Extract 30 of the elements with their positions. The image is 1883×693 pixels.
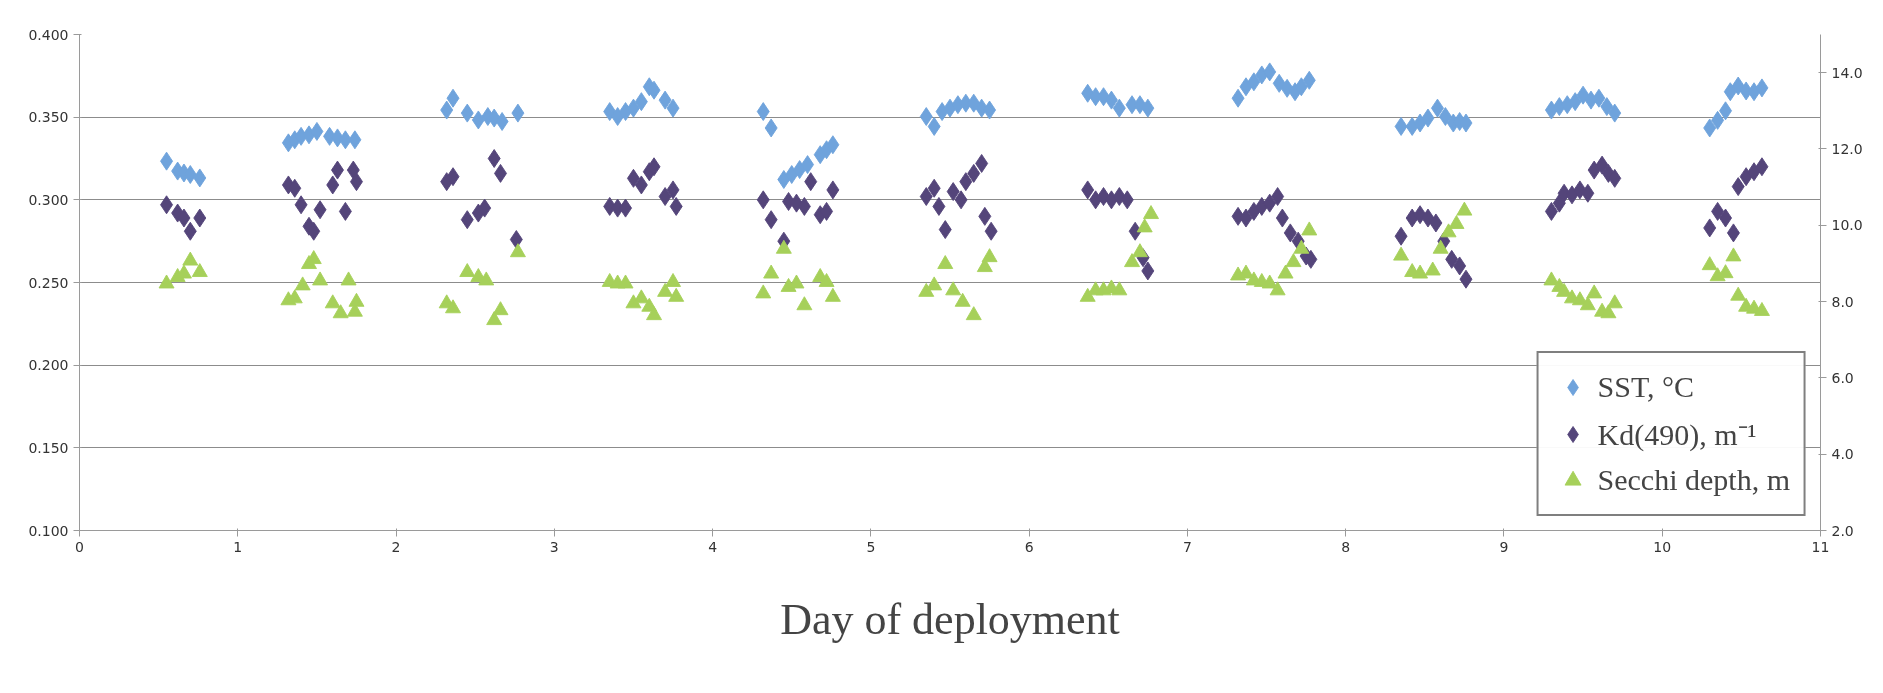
y-tick-label: 0.200 bbox=[28, 357, 69, 374]
y-tick-label: 0.300 bbox=[28, 191, 69, 208]
y2-tick-label: 14.0 bbox=[1831, 64, 1863, 81]
x-tick-label: 8 bbox=[1341, 538, 1351, 555]
y2-tick-label: 6.0 bbox=[1831, 369, 1854, 386]
legend-label: Secchi depth, m bbox=[1597, 463, 1790, 497]
x-tick-label: 2 bbox=[391, 538, 401, 555]
x-tick-label: 10 bbox=[1653, 538, 1672, 555]
x-tick-label: 1 bbox=[233, 538, 243, 555]
x-axis-title: Day of deployment bbox=[780, 594, 1120, 644]
x-tick-label: 3 bbox=[549, 538, 559, 555]
y2-tick-label: 10.0 bbox=[1831, 217, 1863, 234]
y2-tick-label: 12.0 bbox=[1831, 140, 1863, 157]
y-tick-label: 0.400 bbox=[28, 26, 69, 43]
legend-label: Kd(490), m⁻¹ bbox=[1597, 417, 1757, 453]
y2-tick-label: 2.0 bbox=[1831, 522, 1854, 539]
y-tick-label: 0.100 bbox=[28, 522, 69, 539]
x-tick-label: 5 bbox=[866, 538, 876, 555]
x-tick-label: 4 bbox=[708, 538, 718, 555]
y-tick-label: 0.350 bbox=[28, 109, 69, 126]
x-tick-label: 6 bbox=[1024, 538, 1034, 555]
x-tick-label: 11 bbox=[1811, 538, 1830, 555]
y2-tick-label: 8.0 bbox=[1831, 293, 1854, 310]
legend-label: SST, °C bbox=[1597, 370, 1695, 404]
y2-tick-label: 4.0 bbox=[1831, 446, 1854, 463]
y-tick-label: 0.250 bbox=[28, 274, 69, 291]
y-tick-label: 0.150 bbox=[28, 439, 69, 456]
x-tick-label: 9 bbox=[1499, 538, 1509, 555]
x-tick-label: 7 bbox=[1182, 538, 1192, 555]
x-tick-label: 0 bbox=[75, 538, 84, 555]
